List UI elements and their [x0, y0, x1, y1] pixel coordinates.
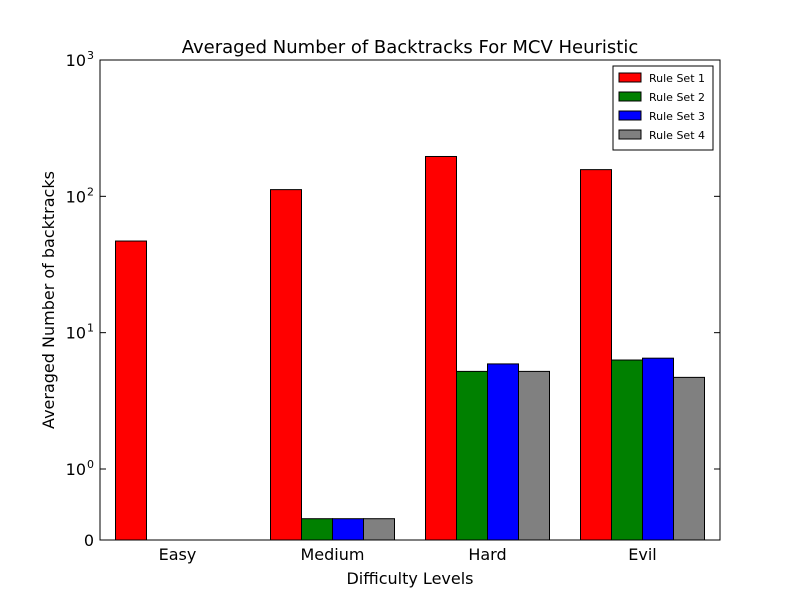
bar-rule-set-3-medium [332, 518, 364, 541]
y-tick-exponent: 1 [87, 322, 94, 335]
y-tick-label: 10 [66, 51, 86, 70]
x-tick-label: Easy [159, 545, 197, 564]
bar-rule-set-2-evil [611, 359, 643, 541]
bar-rule-set-3-evil [642, 357, 674, 541]
y-tick-exponent: 3 [87, 49, 94, 62]
bar-rule-set-3-hard [487, 363, 519, 541]
chart-title: Averaged Number of Backtracks For MCV He… [182, 37, 639, 58]
legend-label: Rule Set 3 [649, 110, 705, 123]
legend-swatch [618, 110, 642, 121]
bar-rule-set-4-hard [518, 370, 550, 541]
y-tick-label: 0 [84, 531, 94, 550]
bar-rule-set-2-hard [456, 370, 488, 541]
legend-label: Rule Set 1 [649, 72, 705, 85]
plot-area [115, 155, 705, 541]
bar-rule-set-1-medium [270, 189, 302, 541]
legend-label: Rule Set 4 [649, 129, 705, 142]
bar-rule-set-1-evil [580, 169, 612, 541]
plot-frame [99, 59, 721, 541]
x-tick-label: Evil [628, 545, 656, 564]
y-tick-label: 10 [66, 187, 86, 206]
legend-swatch [618, 129, 642, 140]
legend: Rule Set 1 Rule Set 2 Rule Set 3 Rule Set 4 [612, 65, 714, 151]
bar-rule-set-1-hard [425, 155, 457, 541]
bar-rule-set-4-evil [673, 376, 705, 541]
y-tick-label: 10 [66, 324, 86, 343]
y-tick-exponent: 2 [87, 185, 94, 198]
x-tick-label: Hard [468, 545, 506, 564]
y-tick-label: 10 [66, 460, 86, 479]
legend-swatch [618, 91, 642, 102]
x-tick-label: Medium [301, 545, 365, 564]
bar-rule-set-1-easy [115, 240, 147, 541]
y-axis-label: Averaged Number of backtracks [39, 171, 58, 429]
bar-rule-set-4-medium [363, 518, 395, 541]
x-axis-label: Difficulty Levels [346, 569, 473, 588]
legend-label: Rule Set 2 [649, 91, 705, 104]
bar-rule-set-2-medium [301, 518, 333, 541]
legend-swatch [618, 72, 642, 83]
y-tick-exponent: 0 [87, 458, 94, 471]
